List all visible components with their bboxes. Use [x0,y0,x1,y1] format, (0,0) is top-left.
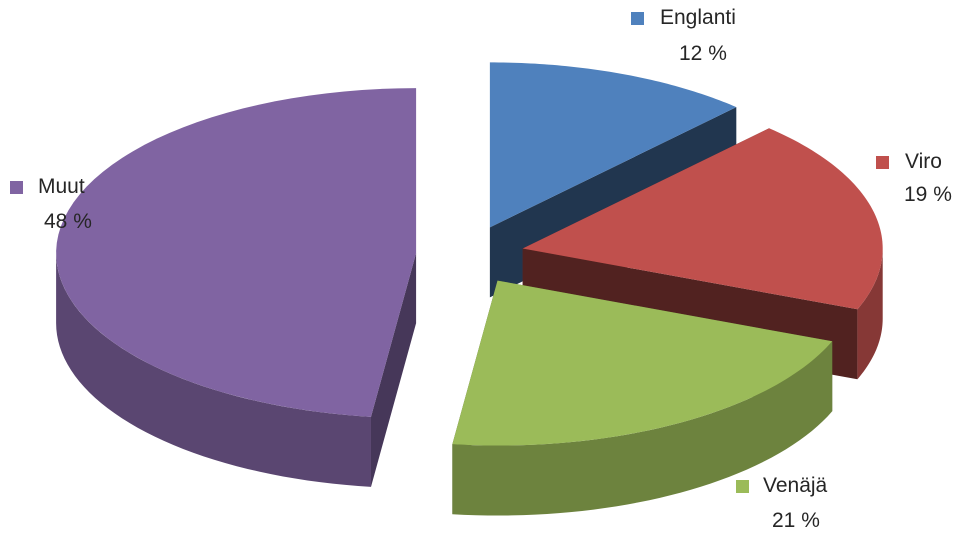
pie-slice-muut-top [56,88,417,417]
slice-value-muut: 48 % [44,210,92,233]
slice-label-venaja: Venäjä [763,474,828,497]
pie-slice-venaja-top [452,280,833,446]
pie-slice-muut-side [56,253,371,487]
legend-key-venaja [736,480,749,493]
pie-slice-englanti-top [489,62,737,228]
slice-value-englanti: 12 % [679,42,727,65]
slice-value-venaja: 21 % [772,509,820,532]
legend-key-englanti [631,12,644,25]
legend-key-viro [876,156,889,169]
slice-value-viro: 19 % [904,183,952,206]
pie-slice-venaja [452,280,833,516]
pie-slice-muut-wall [370,253,417,487]
pie-slice-venaja-side [452,341,833,516]
slice-label-muut: Muut [38,175,85,198]
legend-key-muut [10,181,23,194]
pie-slice-viro-side [857,248,883,380]
slice-label-englanti: Englanti [660,6,736,29]
slice-label-viro: Viro [905,150,942,173]
pie-slice-muut [56,88,417,487]
pie-slice-viro-top [522,128,883,310]
